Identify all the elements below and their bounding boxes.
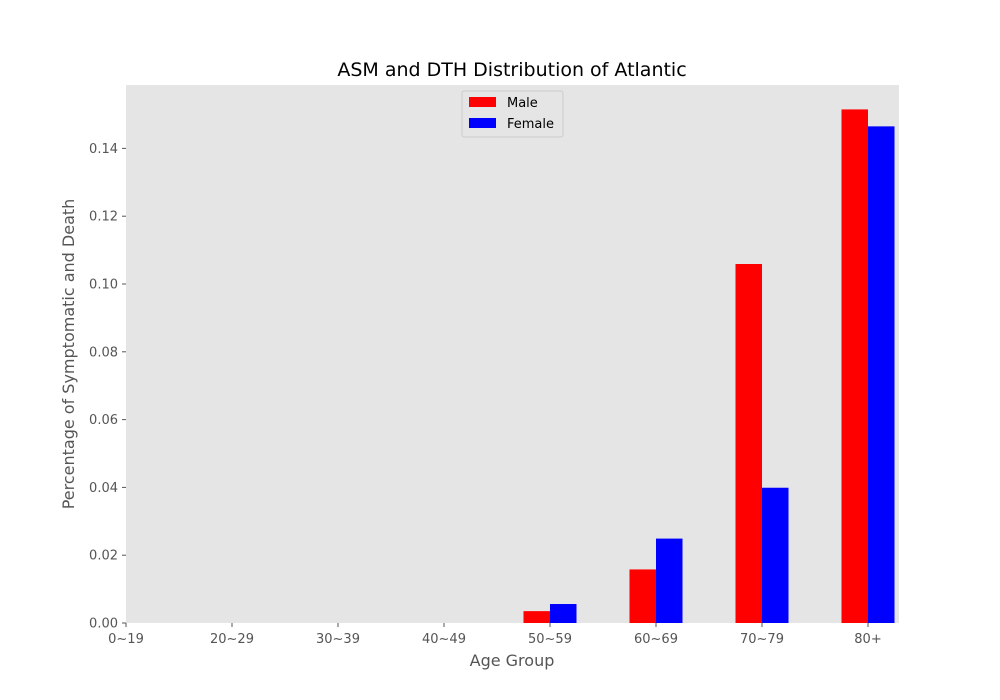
y-tick-label: 0.08 <box>89 345 118 360</box>
y-tick-label: 0.02 <box>89 549 118 564</box>
bar-male-80 <box>841 109 868 624</box>
x-tick-label: 60~69 <box>634 632 678 647</box>
y-tick-label: 0.10 <box>89 278 118 293</box>
y-axis-ticks: 0.00 0.02 0.04 0.06 0.08 0.10 0.12 0.14 <box>89 142 126 632</box>
bar-female-80 <box>868 126 895 624</box>
bar-male-60-69 <box>629 569 656 623</box>
y-tick-label: 0.04 <box>89 481 118 496</box>
bar-male-70-79 <box>735 263 762 623</box>
legend: Male Female <box>461 90 564 138</box>
y-tick-label: 0.14 <box>89 142 118 157</box>
bar-male-50-59 <box>523 611 550 623</box>
legend-label-female: Female <box>507 117 554 132</box>
x-axis-label: Age Group <box>470 651 555 670</box>
y-axis-label: Percentage of Symptomatic and Death <box>59 199 78 510</box>
x-tick-label: 70~79 <box>740 632 784 647</box>
bar-female-50-59 <box>550 604 577 623</box>
x-tick-label: 40~49 <box>422 632 466 647</box>
y-tick-label: 0.00 <box>89 617 118 632</box>
bars-layer <box>523 109 895 624</box>
legend-swatch-male <box>469 97 496 107</box>
x-tick-label: 80+ <box>854 632 881 647</box>
x-tick-label: 20~29 <box>210 632 254 647</box>
x-tick-label: 0~19 <box>108 632 144 647</box>
chart-title: ASM and DTH Distribution of Atlantic <box>337 59 686 81</box>
legend-label-male: Male <box>507 96 538 111</box>
bar-female-60-69 <box>656 538 683 623</box>
x-tick-label: 50~59 <box>528 632 572 647</box>
x-axis-ticks: 0~19 20~29 30~39 40~49 50~59 60~69 70~79 80+ <box>108 623 882 647</box>
legend-swatch-female <box>469 118 496 128</box>
y-tick-label: 0.12 <box>89 210 118 225</box>
y-tick-label: 0.06 <box>89 413 118 428</box>
bar-female-70-79 <box>762 487 789 623</box>
x-tick-label: 30~39 <box>316 632 360 647</box>
